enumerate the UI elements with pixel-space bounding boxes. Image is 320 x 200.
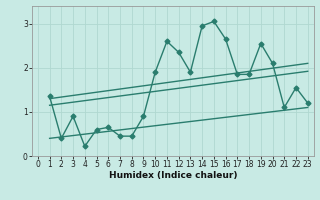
X-axis label: Humidex (Indice chaleur): Humidex (Indice chaleur) <box>108 171 237 180</box>
